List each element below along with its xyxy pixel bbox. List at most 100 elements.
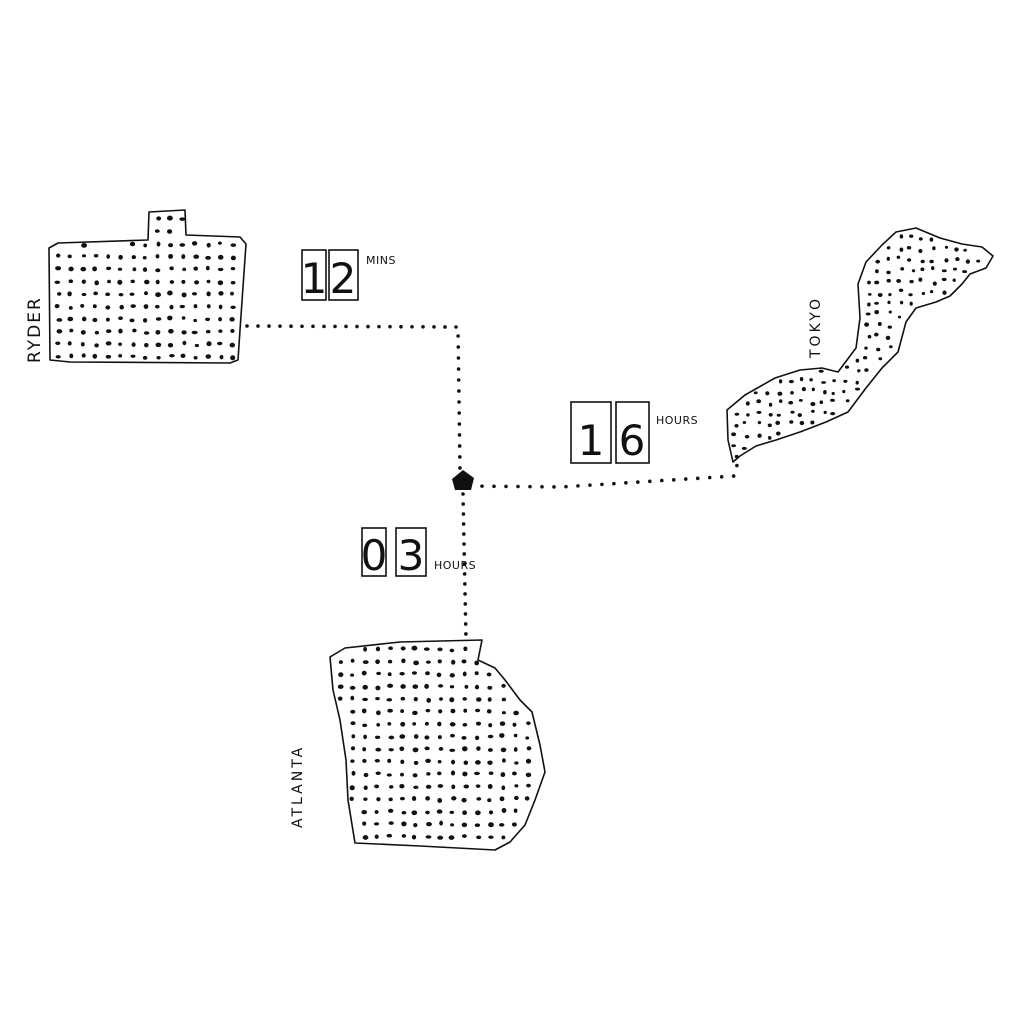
- ryder-dot-29: [230, 255, 236, 261]
- tokyo-dot-59: [887, 325, 892, 329]
- ryder-dot-69: [167, 290, 173, 296]
- atlanta-dot-116: [476, 746, 481, 751]
- tokyo-dot-6: [906, 246, 912, 250]
- ryder-dot-46: [68, 279, 74, 284]
- atlanta-dot-61: [501, 697, 507, 702]
- tokyo-dot-115: [775, 420, 781, 426]
- atlanta-dot-143: [437, 771, 442, 776]
- ryder-dot-76: [68, 305, 73, 310]
- ryder-dot-31: [68, 266, 74, 272]
- atlanta-dot-181: [361, 809, 368, 815]
- ryder-dot-135: [55, 355, 61, 359]
- atlanta-dot-128: [437, 759, 442, 764]
- ryder-dot-58: [217, 280, 224, 286]
- tokyo-dot-53: [865, 312, 871, 316]
- atlanta-dot-158: [437, 784, 444, 788]
- atlanta-dot-151: [349, 785, 355, 791]
- tokyo-dot-27: [931, 266, 935, 271]
- tokyo-dot-45: [921, 291, 926, 296]
- tokyo-dot-8: [932, 246, 936, 251]
- atlanta-dot-20: [474, 660, 480, 666]
- atlanta-dot-24: [376, 671, 382, 676]
- tokyo-dot-86: [811, 387, 815, 392]
- atlanta-dot-36: [362, 684, 368, 690]
- atlanta-dot-154: [389, 785, 394, 789]
- atlanta-dot-161: [475, 784, 481, 788]
- tokyo-dot-54: [874, 310, 880, 315]
- tokyo-dot-75: [799, 377, 804, 382]
- atlanta-dot-168: [376, 797, 381, 802]
- atlanta-dot-77: [362, 723, 368, 728]
- ryder-dot-49: [107, 279, 111, 284]
- tokyo-dot-92: [756, 399, 762, 404]
- tokyo-dot-76: [809, 378, 813, 382]
- tokyo-dot-107: [797, 413, 802, 418]
- atlanta-digit-1: 0: [361, 531, 388, 580]
- atlanta-dot-153: [374, 784, 380, 789]
- atlanta-dot-208: [374, 834, 379, 839]
- ryder-dot-141: [130, 354, 136, 358]
- atlanta-dot-99: [450, 733, 455, 738]
- tokyo-dot-9: [944, 245, 949, 249]
- tokyo-dot-110: [830, 411, 836, 416]
- atlanta-dot-144: [450, 770, 456, 776]
- tokyo-dot-105: [776, 413, 781, 417]
- atlanta-dot-45: [474, 684, 480, 690]
- tokyo-dot-123: [776, 431, 781, 436]
- atlanta-dot-177: [487, 798, 492, 803]
- ryder-dot-44: [230, 266, 236, 271]
- atlanta-dot-131: [475, 760, 481, 765]
- atlanta-dot-6: [437, 647, 443, 652]
- atlanta-dot-214: [448, 835, 455, 840]
- atlanta-dot-34: [337, 684, 344, 689]
- atlanta-dot-66: [400, 709, 404, 714]
- atlanta-dot-88: [499, 721, 506, 726]
- tokyo-dot-72: [864, 368, 869, 372]
- ryder-dot-93: [92, 317, 98, 323]
- tokyo-dot-102: [746, 413, 750, 417]
- ryder-dot-119: [230, 328, 235, 333]
- atlanta-dot-202: [461, 822, 468, 828]
- ryder-dot-108: [94, 330, 99, 335]
- atlanta-dot-159: [451, 784, 456, 790]
- ryder-dot-51: [130, 279, 135, 284]
- ryder-dot-65: [118, 293, 124, 297]
- ryder-building: [48, 209, 247, 364]
- atlanta-dot-212: [425, 835, 432, 839]
- tokyo-dot-69: [818, 369, 824, 373]
- tokyo-place-label: TOKYO: [808, 296, 824, 359]
- atlanta-dot-5: [423, 647, 430, 651]
- ryder-dot-23: [155, 254, 160, 259]
- tokyo-dot-5: [899, 247, 904, 252]
- tokyo-island-dots: [731, 234, 981, 459]
- ryder-dot-112: [143, 331, 150, 335]
- atlanta-dot-35: [349, 685, 356, 690]
- ryder-dot-132: [206, 341, 212, 347]
- atlanta-dot-163: [501, 785, 506, 791]
- ryder-dot-148: [219, 354, 224, 360]
- ryder-dot-32: [80, 266, 87, 272]
- ryder-dot-12: [206, 242, 211, 248]
- atlanta-unit-label: HOURS: [434, 559, 476, 572]
- tokyo-dot-1: [909, 234, 914, 238]
- atlanta-dot-102: [487, 734, 494, 739]
- tokyo-dot-7: [918, 248, 923, 254]
- tokyo-dot-77: [821, 381, 827, 384]
- atlanta-dot-132: [487, 760, 493, 765]
- ryder-dot-80: [119, 304, 124, 310]
- tokyo-island: [726, 227, 994, 463]
- tokyo-dot-63: [864, 346, 868, 350]
- tokyo-dot-46: [929, 289, 934, 294]
- atlanta-dot-121: [350, 759, 355, 763]
- ryder-dot-71: [191, 292, 198, 296]
- tokyo-dot-29: [953, 267, 957, 271]
- atlanta-dot-65: [387, 708, 393, 713]
- atlanta-dot-197: [401, 821, 407, 827]
- tokyo-dot-101: [734, 412, 740, 416]
- tokyo-dot-112: [742, 421, 747, 424]
- atlanta-dot-71: [463, 708, 468, 713]
- ryder-digit-box-1: [301, 249, 327, 301]
- ryder-dot-137: [81, 353, 86, 358]
- atlanta-dot-175: [461, 797, 467, 803]
- route-line-ryder: [245, 324, 462, 472]
